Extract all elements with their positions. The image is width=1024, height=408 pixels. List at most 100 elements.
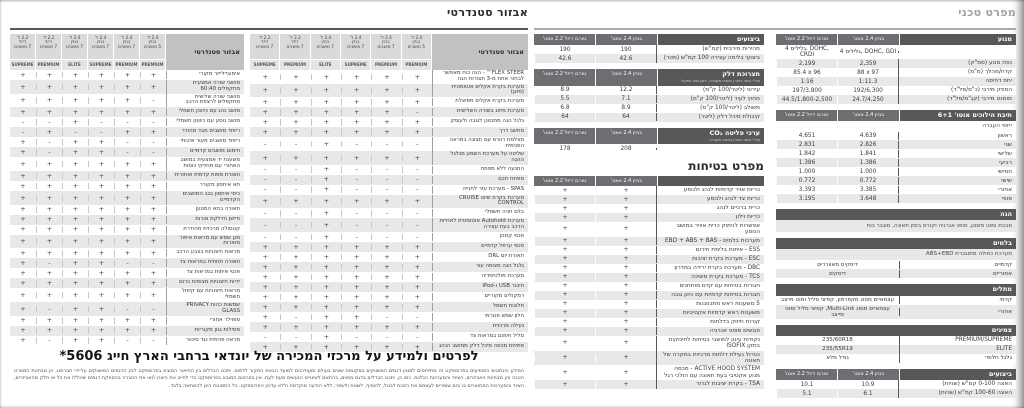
equipment-value-mark: + [280, 198, 310, 205]
equipment-value-mark: + [62, 216, 88, 223]
spec-row-label: סופי [898, 194, 1016, 203]
trim-fuel: דיזל [261, 39, 269, 45]
equipment-value-mark: + [280, 284, 310, 291]
equipment-row: ידיות חיצוניות מצופות כרום + + + + + + [10, 278, 244, 289]
safety-value-petrol: + [595, 380, 656, 389]
equipment-row-label: ריפוד מושבים מבד מהודר [166, 128, 244, 137]
equipment-row-label: מצלמת רוורס עם תצוגה במראה הפנימית [432, 137, 528, 151]
spec-row: 208 178 [534, 144, 764, 154]
equipment-value-mark: + [310, 210, 341, 217]
safety-value-petrol: + [595, 255, 656, 264]
equipment-value-mark: + [262, 98, 268, 107]
safety-row: ACTIVE HOOD SYSTEM - מכסה מנוע אקטיבי בע… [534, 365, 764, 381]
equipment-value-mark: + [262, 128, 268, 137]
safety-row: מערכות בלמים - EBD + ABS + BAS + + [534, 236, 764, 246]
equipment-value-mark: - [371, 210, 401, 217]
spec-value-petrol: 24.7/4,250 [837, 95, 898, 104]
equipment-value-mark: + [36, 238, 62, 245]
spec-row-label: נפח מנוע (סמ"ק) [898, 59, 1016, 68]
equipment-value-mark: + [280, 129, 310, 136]
equipment-value-mark: - [371, 314, 401, 321]
equipment-value-mark: + [20, 159, 26, 168]
equipment-value-mark: + [88, 226, 114, 233]
trim-fuel: בנזין [96, 39, 105, 45]
spec-value-petrol: 4.639 [837, 131, 898, 140]
trim-spec-cell: 2.2 ל' דיזל 7 מושבים [36, 34, 61, 59]
equipment-value-mark: + [88, 327, 114, 334]
trim-name-cell: PREMIUM [371, 60, 401, 70]
equipment-value-mark: + [371, 198, 401, 205]
spec-value-diesel: 4.651 [776, 131, 837, 140]
equipment-value-mark: - [401, 334, 432, 341]
safety-header: בנזין 2.4 אוטו' טורבו דיזל 2.2 אוטו' [534, 176, 764, 187]
equipment-value-mark: - [88, 119, 114, 126]
spec-value-petrol: 1:11.3 [837, 77, 898, 86]
equipment-row: נעילה מרכזית + + + + + + [250, 321, 528, 332]
spec-row-label: ביצועי בלימה עצירה 100 קמ"ש (מטר) [656, 54, 764, 63]
equipment-row-label: מערכת מולטימדיה [432, 273, 528, 281]
equipment-value-mark: + [114, 97, 140, 104]
spec-row: ראשון 4.639 4.651 [776, 131, 1016, 141]
right-page-rule [534, 28, 1016, 30]
equipment-row-label: FLEX STEER™ - הגה כוח מאפשר לבחור אחת מ-… [432, 70, 528, 84]
spec-col-header-diesel: טורבו דיזל 2.2 אוטו' [776, 110, 837, 122]
spec-row: עירוני (ליטר/100 ק"מ) 12.2 8.9 [534, 85, 764, 95]
trim-seats: 7 מושבים [347, 44, 365, 50]
equipment-value-mark: - [36, 305, 62, 313]
safety-value-diesel: + [534, 300, 595, 309]
equipment-value-mark: - [140, 119, 166, 126]
spec-row: אחורי 3.385 3.393 [776, 185, 1016, 195]
spec-value-petrol: 208 [595, 144, 656, 153]
right-page-title: מפרט טכני [958, 6, 1016, 19]
equipment-value-mark: + [88, 97, 114, 104]
spec-section: תצרוכת דלק עפ"י נתוני היצרן בתנאי מעבדה, … [534, 69, 764, 122]
equipment-value-mark: + [88, 292, 114, 299]
spec-row: קדמי עצמאיים מסוג מקפרסון, קפיצי סליל ומו… [776, 295, 1016, 305]
equipment-header: אבזור סטנדרטי 2.4 ל' בנזין 5 מושבים 2.4 ל' בנ… [250, 34, 528, 70]
equipment-row: פנסי ערפל קדמיים + + + + + + [250, 241, 528, 252]
trim-name-cell: PREMIUM [36, 60, 61, 70]
spec-row: ביצועי בלימה עצירה 100 קמ"ש (מטר) 42.6 42.… [534, 54, 764, 64]
spec-row: קדח/מהלך (מ"מ) 88 x 97 85.4 x 96 [776, 68, 1016, 78]
equipment-value-mark: + [341, 129, 371, 136]
spec-row: האצה 100-60 קמ"ש (שניות) 6.1 5.1 [776, 389, 1016, 399]
spec-row: 4 גלילים, DOHC, GDI 4 גלילים, DOHC, CRDI [776, 45, 1016, 60]
equipment-row-label: חלון שמש פנורמי [432, 313, 528, 321]
trim-seats: 7 מושבים [91, 44, 110, 50]
equipment-value-mark: + [341, 87, 371, 94]
equipment-value-mark: - [140, 337, 166, 344]
equipment-value-mark: + [262, 312, 268, 321]
equipment-value-mark: + [62, 195, 88, 202]
safety-row: ESC - מערכת בקרת יציבות + + [534, 254, 764, 264]
equipment-row: חלונות חשמל + + + + + + [250, 301, 528, 312]
spec-value-petrol: 8.9 [595, 104, 656, 113]
equipment-row-label: בלם חניה חשמלי [432, 209, 528, 218]
equipment-value-mark: + [20, 290, 26, 299]
spec-row: מומנט מירבי (קג"מ/סל"ד) 24.7/4,250 44.5/1,… [776, 95, 1016, 105]
trim-engine: 2.4 ל' [120, 34, 133, 40]
spec-row-label: מחוץ לעיר (ליטר/100 ק"מ) [656, 94, 764, 104]
equipment-value-mark: + [140, 195, 166, 202]
trim-engine: 2.4 ל' [380, 34, 392, 40]
equipment-value-mark: + [62, 97, 88, 104]
equipment-value-mark: + [20, 82, 26, 91]
spec-col-header-diesel: טורבו דיזל 2.2 אוטו' [534, 34, 595, 46]
equipment-value-mark: - [114, 139, 140, 146]
equipment-value-mark: - [114, 119, 140, 126]
safety-row-label: מערכות בלמים - EBD + ABS + BAS [656, 237, 764, 246]
equipment-row-label: מראות חיצוניות עם קיפול חשמלי [166, 288, 244, 302]
equipment-row-label: תא איחסון מקורר [166, 182, 244, 190]
spec-section-title: ביצועים [658, 34, 764, 46]
equipment-value-mark: + [401, 155, 432, 162]
equipment-value-mark: - [114, 260, 140, 267]
safety-value-petrol: + [595, 273, 656, 282]
equipment-row: תאורה בתא המטען + + + + + + [10, 204, 244, 215]
spec-value-petrol: 2,359 [837, 59, 898, 68]
safety-value-petrol: + [595, 368, 656, 377]
equipment-value-mark: + [114, 292, 140, 299]
equipment-value-mark: + [114, 216, 140, 223]
spec-section: ביצועים בנזין 2.4 אוטו' טורבו דיזל 2.2 אוט… [776, 368, 1016, 399]
equipment-value-mark: + [140, 161, 166, 168]
spec-value-diesel: 10.1 [776, 380, 837, 389]
equipment-value-mark: + [310, 334, 341, 341]
